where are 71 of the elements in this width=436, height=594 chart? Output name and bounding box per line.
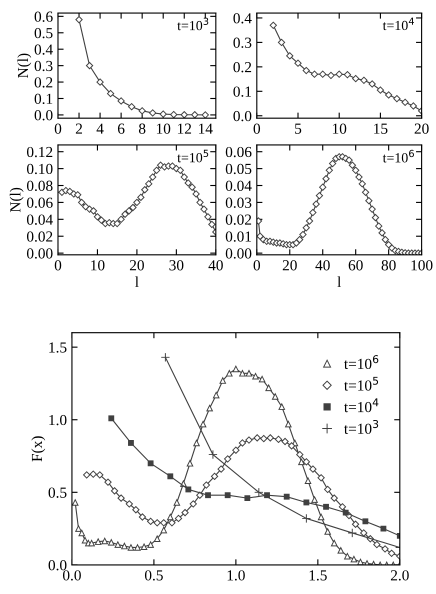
- x-tick-label: 0: [54, 124, 62, 134]
- x-tick-label: 0.5: [144, 570, 163, 581]
- y-tick-label: 0.00: [226, 248, 252, 259]
- annotation: t=10$^{4}$: [382, 18, 414, 30]
- x-tick-label: 10: [332, 124, 346, 134]
- legend-label: t=10$^{3}$: [344, 420, 378, 434]
- x-tick-label: 1.5: [310, 570, 327, 581]
- x-tick-label: 60: [348, 260, 363, 270]
- y-tick-label: 0.03: [226, 198, 252, 208]
- annotation: t=10$^{3}$: [177, 18, 208, 30]
- legend-label: t=10$^{4}$: [344, 398, 378, 412]
- y-tick-label: 0.05: [226, 164, 252, 174]
- y-tick-label: 0.1: [233, 86, 252, 97]
- x-tick-label: 40: [208, 260, 223, 270]
- x-tick-label: 0: [54, 260, 62, 270]
- legend-label: t=10$^{6}$: [344, 355, 378, 370]
- y-tick-label: 0.2: [233, 62, 252, 72]
- x-tick-label: 30: [169, 260, 184, 270]
- x-tick-label: 80: [382, 260, 396, 270]
- y-tick-label: 0.02: [26, 231, 52, 242]
- y-axis-title: F(x): [31, 436, 46, 462]
- x-tick-label: 10: [156, 124, 170, 134]
- annotation: t=10$^{6}$: [382, 150, 414, 162]
- y-tick-label: 0.0: [233, 110, 252, 122]
- y-tick-label: 1.5: [49, 342, 66, 353]
- x-axis-title: l: [337, 276, 342, 287]
- y-tick-label: 0.3: [34, 60, 53, 72]
- annotation: t=10$^{5}$: [177, 150, 208, 162]
- y-tick-label: 1.0: [49, 414, 66, 426]
- x-tick-label: 8: [138, 124, 146, 134]
- x-tick-label: 5: [295, 124, 302, 134]
- x-tick-label: 15: [374, 124, 388, 134]
- y-tick-label: 0.01: [226, 231, 252, 242]
- y-tick-label: 0.5: [48, 487, 66, 498]
- y-tick-label: 0.06: [26, 198, 53, 208]
- y-tick-label: 0.02: [226, 214, 252, 225]
- y-axis-title: N(l): [10, 188, 24, 212]
- x-axis-title: l: [135, 276, 139, 287]
- y-tick-label: 0.04: [226, 180, 252, 192]
- x-tick-label: 20: [414, 124, 429, 134]
- y-tick-label: 0.00: [26, 248, 53, 259]
- y-tick-label: 0.08: [26, 180, 53, 192]
- y-tick-label: 0.6: [34, 11, 53, 22]
- x-tick-label: 0: [254, 124, 260, 134]
- y-tick-label: 0.12: [26, 146, 52, 158]
- y-tick-label: 0.4: [34, 44, 53, 55]
- x-tick-label: 10: [91, 260, 104, 270]
- x-tick-label: 40: [315, 260, 330, 270]
- x-tick-label: 6: [118, 124, 124, 134]
- y-tick-label: 0.5: [34, 28, 53, 38]
- y-tick-label: 0.04: [26, 214, 53, 225]
- x-tick-label: 14: [199, 124, 213, 134]
- x-tick-label: 20: [130, 260, 144, 270]
- y-tick-label: 0.1: [34, 94, 52, 104]
- x-tick-label: 12: [178, 124, 192, 134]
- y-tick-label: 0.0: [34, 110, 53, 120]
- y-tick-label: 0.10: [26, 164, 53, 174]
- y-tick-label: 0.2: [34, 77, 52, 88]
- x-tick-label: 20: [282, 260, 297, 270]
- y-tick-label: 0.0: [48, 560, 66, 570]
- y-tick-label: 0.3: [233, 38, 252, 48]
- x-tick-label: 2.0: [390, 570, 409, 581]
- x-tick-label: 2: [76, 124, 82, 134]
- x-tick-label: 4: [96, 124, 104, 134]
- x-tick-label: 0: [254, 260, 260, 270]
- y-tick-label: 0.4: [233, 13, 252, 24]
- x-tick-label: 0.0: [62, 570, 81, 581]
- x-tick-label: 100: [412, 260, 432, 270]
- y-axis-title: N(l): [17, 54, 32, 78]
- y-tick-label: 0.06: [226, 146, 252, 158]
- legend-label: t=10$^{5}$: [344, 376, 378, 391]
